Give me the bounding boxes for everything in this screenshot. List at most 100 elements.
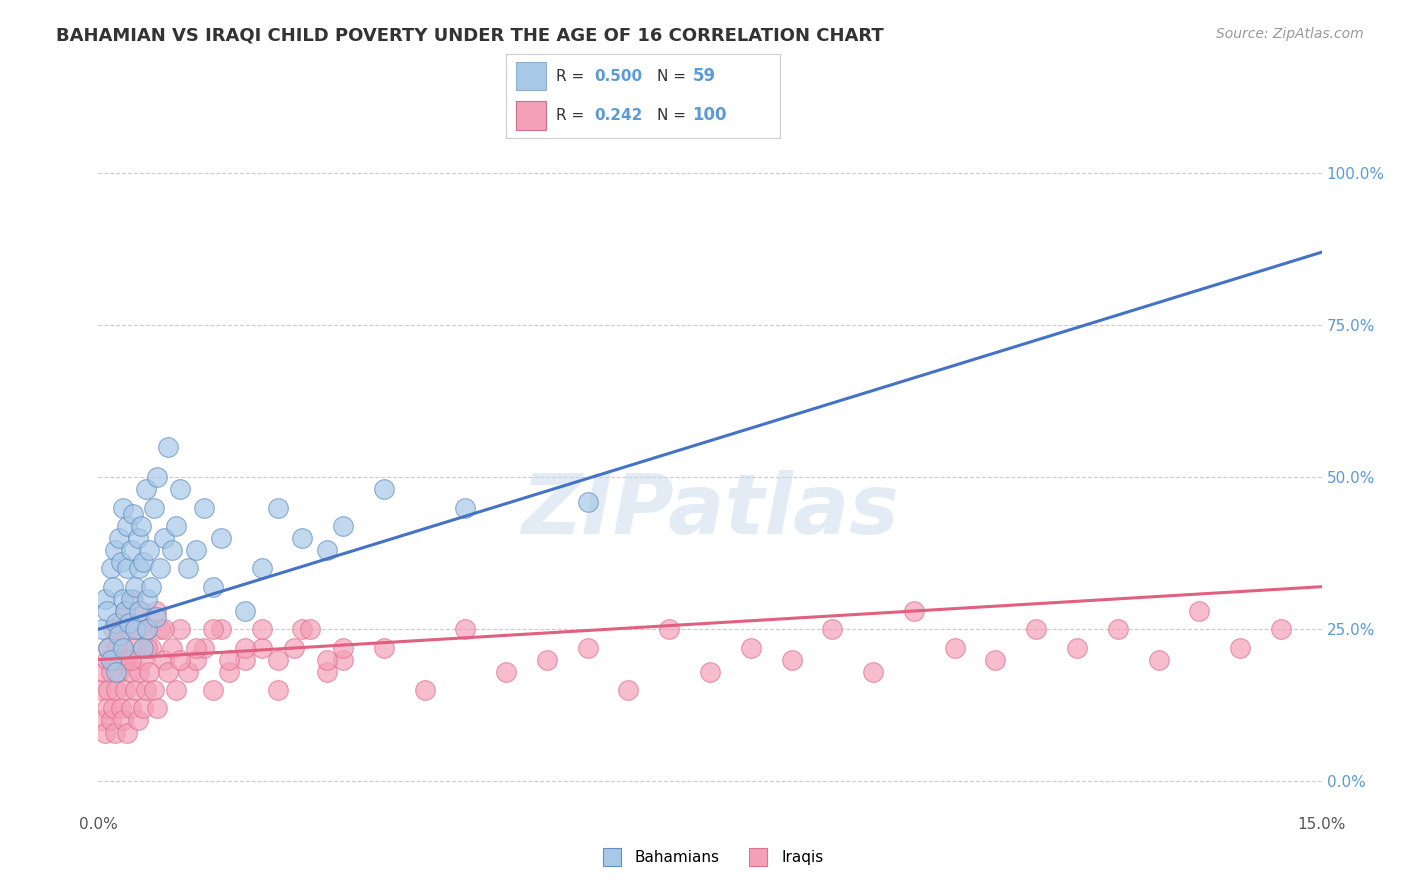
Point — [146, 470, 169, 484]
Point — [120, 591, 142, 606]
Point — [291, 531, 314, 545]
Point — [124, 622, 146, 636]
Point — [128, 665, 150, 679]
Point — [135, 483, 157, 497]
Point — [111, 640, 134, 655]
Point — [141, 640, 163, 655]
Point — [111, 714, 134, 728]
Point — [120, 543, 142, 558]
Point — [121, 507, 143, 521]
Point — [165, 683, 187, 698]
Point — [120, 653, 142, 667]
Point — [115, 519, 138, 533]
Point — [250, 622, 273, 636]
Point — [118, 616, 141, 631]
Point — [142, 683, 165, 698]
Point — [413, 683, 436, 698]
Point — [104, 725, 127, 739]
Point — [145, 610, 167, 624]
Point — [135, 683, 157, 698]
Point — [132, 653, 155, 667]
Point — [97, 640, 120, 655]
Point — [267, 653, 290, 667]
Point — [291, 622, 314, 636]
Point — [96, 701, 118, 715]
Point — [233, 653, 256, 667]
Point — [267, 500, 290, 515]
Point — [100, 665, 122, 679]
Point — [156, 665, 179, 679]
Point — [127, 531, 149, 545]
Point — [108, 531, 131, 545]
Text: BAHAMIAN VS IRAQI CHILD POVERTY UNDER THE AGE OF 16 CORRELATION CHART: BAHAMIAN VS IRAQI CHILD POVERTY UNDER TH… — [56, 27, 884, 45]
Point — [495, 665, 517, 679]
Point — [299, 622, 322, 636]
Point — [373, 483, 395, 497]
Text: ZIPatlas: ZIPatlas — [522, 470, 898, 551]
Point — [136, 640, 159, 655]
Point — [105, 616, 128, 631]
Point — [100, 653, 122, 667]
Point — [332, 653, 354, 667]
Point — [152, 531, 174, 545]
Point — [1147, 653, 1170, 667]
Point — [152, 653, 174, 667]
Point — [115, 653, 138, 667]
Point — [141, 580, 163, 594]
Point — [96, 653, 118, 667]
Point — [186, 653, 208, 667]
Point — [114, 604, 136, 618]
Point — [97, 640, 120, 655]
Point — [138, 665, 160, 679]
Point — [129, 519, 152, 533]
Point — [218, 653, 240, 667]
Point — [94, 591, 117, 606]
Point — [218, 665, 240, 679]
Point — [110, 653, 132, 667]
Point — [110, 555, 132, 569]
Point — [132, 640, 155, 655]
Point — [454, 500, 477, 515]
Point — [193, 640, 215, 655]
Point — [101, 622, 124, 636]
Point — [315, 665, 337, 679]
Point — [149, 622, 172, 636]
Point — [129, 604, 152, 618]
Point — [862, 665, 884, 679]
Point — [177, 665, 200, 679]
Point — [132, 555, 155, 569]
Point — [780, 653, 803, 667]
Point — [209, 531, 232, 545]
Point — [536, 653, 558, 667]
Point — [111, 500, 134, 515]
Point — [454, 622, 477, 636]
Point — [96, 604, 118, 618]
Point — [111, 640, 134, 655]
FancyBboxPatch shape — [516, 102, 546, 130]
Point — [186, 543, 208, 558]
Point — [160, 543, 183, 558]
Point — [94, 725, 117, 739]
Point — [120, 701, 142, 715]
Point — [104, 543, 127, 558]
Point — [1229, 640, 1251, 655]
Point — [91, 714, 114, 728]
Point — [332, 519, 354, 533]
Point — [903, 604, 925, 618]
Point — [124, 683, 146, 698]
Point — [1066, 640, 1088, 655]
Point — [576, 640, 599, 655]
Point — [128, 604, 150, 618]
Point — [373, 640, 395, 655]
Point — [91, 622, 114, 636]
Point — [201, 622, 224, 636]
Point — [145, 604, 167, 618]
Point — [193, 500, 215, 515]
Point — [740, 640, 762, 655]
Point — [108, 665, 131, 679]
Point — [128, 622, 150, 636]
Point — [250, 561, 273, 575]
Point — [146, 701, 169, 715]
Point — [101, 580, 124, 594]
Point — [118, 622, 141, 636]
